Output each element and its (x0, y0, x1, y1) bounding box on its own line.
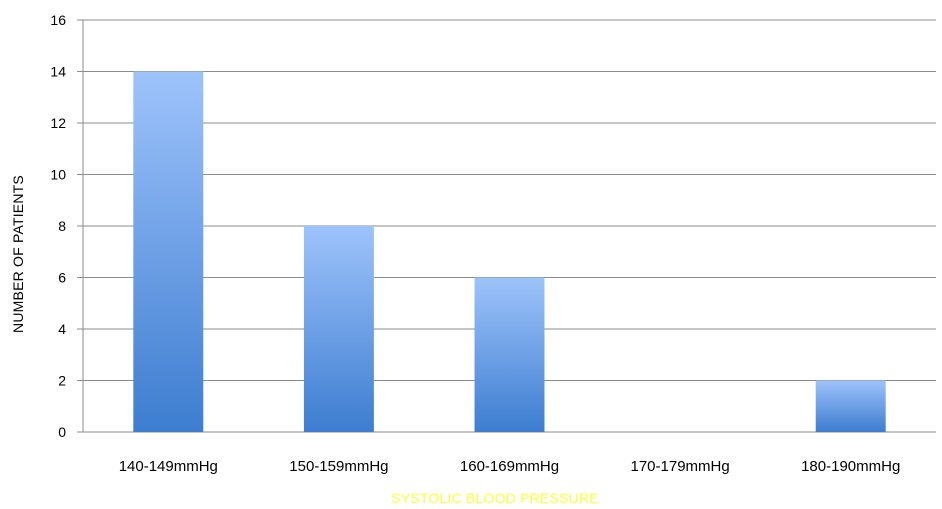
y-tick-label: 2 (58, 373, 66, 389)
x-tick-label: 170-179mmHg (630, 458, 729, 475)
y-tick-label: 14 (50, 64, 66, 80)
x-axis-title: SYSTOLIC BLOOD PRESSURE (391, 490, 598, 506)
x-tick-labels: 140-149mmHg 150-159mmHg 160-169mmHg 170-179… (119, 458, 901, 475)
y-tick-label: 0 (58, 424, 66, 440)
y-tick-label: 12 (50, 115, 66, 131)
y-tick-labels: 0 2 4 6 8 10 12 14 16 (50, 12, 66, 440)
bar (474, 277, 545, 432)
x-tick-label: 140-149mmHg (119, 458, 218, 475)
y-tick-label: 10 (50, 167, 66, 183)
y-tick-label: 4 (58, 321, 66, 337)
bar (133, 71, 204, 432)
y-tick-label: 16 (50, 12, 66, 28)
x-tick-label: 150-159mmHg (289, 458, 388, 475)
gridlines (77, 19, 936, 433)
y-axis-title: NUMBER OF PATIENTS (10, 175, 26, 333)
y-tick-label: 6 (58, 270, 66, 286)
y-tick-label: 8 (58, 218, 66, 234)
x-tick-label: 160-169mmHg (460, 458, 559, 475)
bars (133, 71, 886, 432)
bar (303, 226, 374, 432)
bar (815, 380, 886, 432)
x-tick-label: 180-190mmHg (801, 458, 900, 475)
